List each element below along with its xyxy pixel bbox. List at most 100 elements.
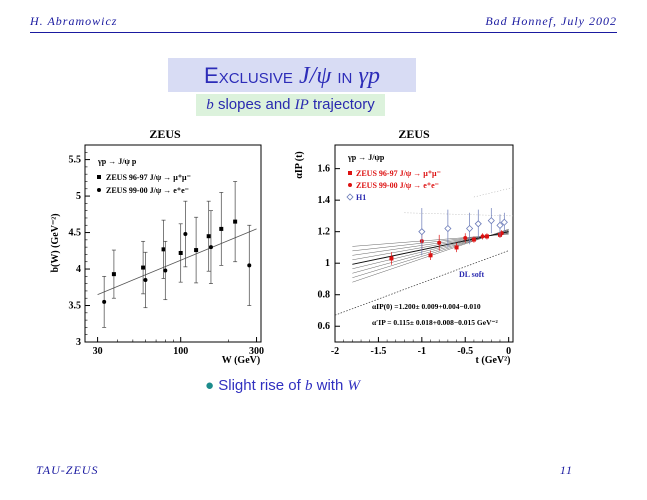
chart2-title: ZEUS [398, 127, 430, 141]
chart2-point-diamond [500, 218, 508, 226]
chart2-legend-entry-1: ZEUS 96-97 J/ψ → μ⁺μ⁻ [356, 169, 441, 178]
bullet-w: W [347, 378, 360, 394]
chart2-legend-entry-2: ZEUS 99-00 J/ψ → e⁺e⁻ [356, 181, 439, 190]
bullet-b: b [304, 378, 313, 394]
subtitle-text-1: slopes and [213, 96, 295, 113]
chart2-guide-line [473, 187, 514, 198]
title-process: γp [358, 63, 380, 89]
chart1-point-dot [183, 232, 188, 237]
subtitle-text-2: trajectory [308, 96, 375, 113]
chart2-slope-formula: α′IP = 0.115± 0.018+0.008−0.015 GeV⁻² [372, 318, 498, 327]
chart2-ytick-label: 1 [325, 258, 330, 269]
chart2-guide-line [404, 212, 514, 217]
title-word: Exclusive [204, 63, 293, 88]
chart1-legend-square-marker [97, 175, 101, 179]
chart2-ylabel: αIP (t) [294, 151, 305, 179]
chart2-ytick-label: 1.2 [318, 227, 331, 238]
header-venue: Bad Honnef, July 2002 [485, 14, 617, 28]
chart2-point-dot [480, 234, 485, 239]
chart2-point-square [454, 245, 459, 250]
chart2-legend-dot-marker [348, 183, 352, 187]
chart1-legend-entry-1: ZEUS 96-97 J/ψ → μ⁺μ⁻ [106, 173, 191, 182]
chart2-point-diamond [487, 217, 495, 225]
chart1-ytick-label: 4 [76, 264, 81, 275]
subtitle-pomeron: IP [294, 97, 309, 113]
chart2-point-square [471, 237, 476, 242]
chart2-legend-square-marker [348, 171, 352, 175]
chart1-point-dot [163, 268, 168, 273]
chart1-ytick-label: 5.5 [69, 155, 82, 166]
chart2-ytick-label: 1.4 [318, 195, 331, 206]
page-number: 11 [559, 463, 573, 477]
chart1-ytick-label: 3.5 [69, 301, 82, 312]
chart2-point-square [484, 234, 489, 239]
chart2-xtick-label: -2 [331, 346, 339, 357]
chart1-point-dot [247, 263, 252, 268]
chart1-legend-entry-2: ZEUS 99-00 J/ψ → e⁺e⁻ [106, 186, 189, 195]
chart2-ytick-label: 0.6 [318, 321, 331, 332]
chart1-legend-heading: γp → J/ψ p [97, 157, 137, 166]
chart2-xlabel: t (GeV²) [476, 355, 511, 366]
chart2-point-diamond [474, 220, 482, 228]
chart2-point-dot [437, 240, 442, 245]
chart2-point-dot [463, 235, 468, 240]
chart1-point-square [194, 248, 199, 253]
subtitle: b slopes and IP trajectory [196, 96, 385, 114]
header-rule [30, 32, 617, 33]
chart1-fit-line [97, 228, 257, 295]
chart1-point-square [233, 219, 238, 224]
chart1-frame [84, 144, 262, 343]
chart2-ytick-label: 0.8 [318, 290, 331, 301]
chart2-xtick-label: -1.5 [370, 346, 386, 357]
chart2-frame [334, 144, 514, 343]
chart1-point-square [178, 250, 183, 255]
subtitle-box: b slopes and IP trajectory [196, 94, 385, 116]
chart1-legend-dot-marker [97, 188, 101, 192]
chart2-point-diamond [466, 224, 474, 233]
chart2-xtick-label: -0.5 [457, 346, 473, 357]
chart1-point-square [111, 272, 116, 277]
chart2-dl-soft-label: DL soft [459, 270, 484, 279]
chart2-legend-entry-3: H1 [356, 193, 366, 202]
chart2-point-diamond [444, 224, 452, 233]
chart1-ylabel: b(W) (GeV⁻²) [50, 213, 61, 272]
chart2-point-square [428, 253, 433, 258]
bullet-point: ● Slight rise of b with W [205, 377, 360, 395]
chart1-point-dot [143, 277, 148, 282]
chart1-title: ZEUS [149, 127, 181, 141]
chart1-ytick-label: 4.5 [69, 228, 82, 239]
chart1-xtick-label: 300 [249, 346, 264, 357]
chart1-point-square [206, 234, 211, 239]
bullet-text-2: with [312, 377, 348, 394]
title-connector: in [337, 63, 353, 88]
chart2-xtick-label: -1 [418, 346, 426, 357]
chart2-xtick-label: 0 [506, 346, 511, 357]
chart1-point-square [219, 226, 224, 231]
bullet-text-1: Slight rise of [218, 377, 305, 394]
chart1-xtick-label: 100 [173, 346, 188, 357]
slide-title: Exclusive J/ψ in γp [168, 63, 416, 90]
chart2-ytick-label: 1.6 [318, 164, 331, 175]
header-author: H. Abramowicz [30, 14, 118, 28]
chart2-point-diamond [496, 221, 504, 229]
chart1-point-square [161, 247, 166, 252]
chart1-point-square [141, 265, 146, 270]
chart2-legend-diamond-marker [346, 193, 354, 201]
bullet-icon: ● [205, 377, 215, 394]
chart1-ytick-label: 3 [76, 337, 81, 348]
title-particle: J/ψ [299, 63, 332, 89]
footer-left: TAU-ZEUS [36, 463, 99, 477]
chart1-ytick-label: 5 [76, 191, 81, 202]
chart2-legend-heading: γp → J/ψp [347, 153, 385, 162]
chart1-point-dot [102, 299, 107, 304]
chart2-point-square [389, 256, 394, 261]
chart2-point-dot [499, 231, 504, 236]
subtitle-b: b [206, 97, 214, 113]
chart1-point-dot [208, 245, 213, 250]
chart2-point-diamond [418, 228, 426, 236]
chart2-dl-soft-line [334, 250, 509, 316]
chart1-xtick-label: 30 [93, 346, 103, 357]
chart1-xlabel: W (GeV) [222, 355, 260, 366]
